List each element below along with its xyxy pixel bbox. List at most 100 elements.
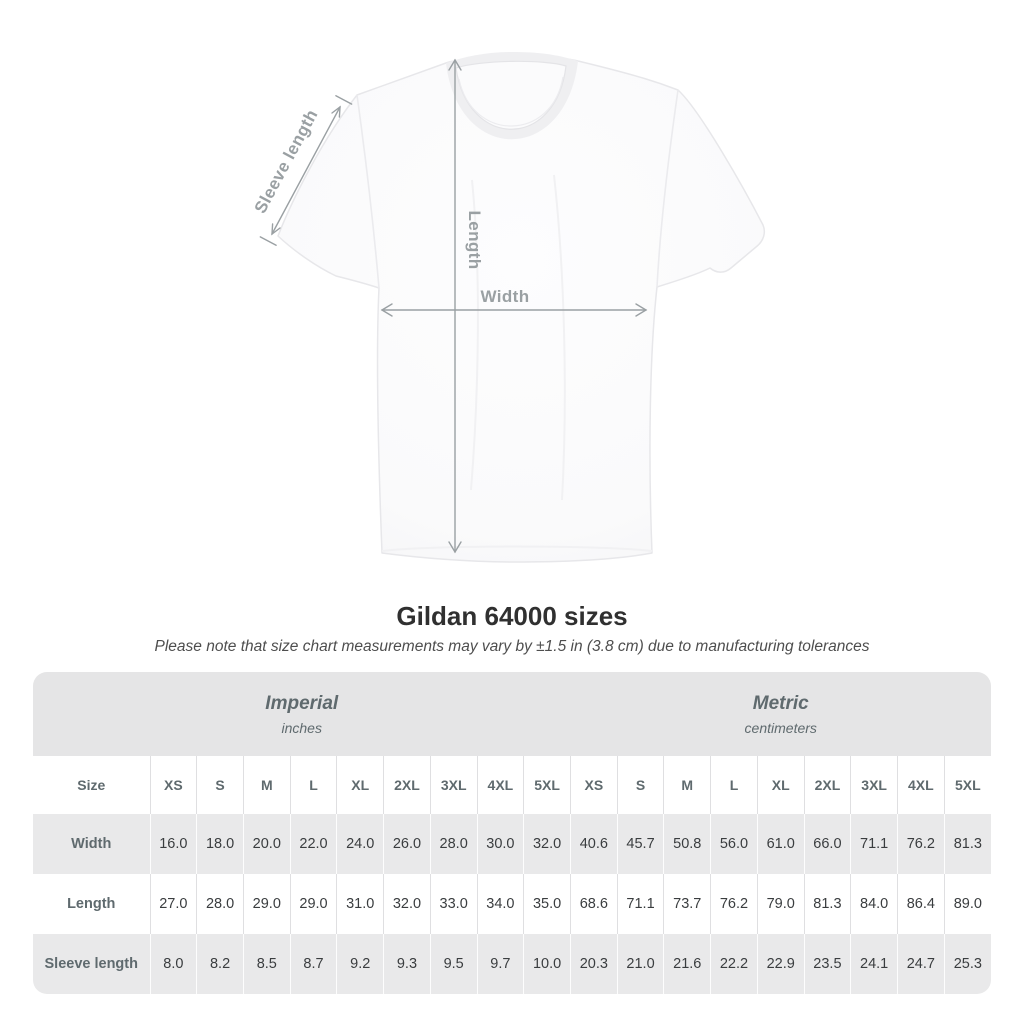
measurement-value: 32.0 xyxy=(383,874,431,934)
unit-group-metric: Metric centimeters xyxy=(570,672,991,756)
measurement-value: 68.6 xyxy=(569,874,618,934)
width-label: Width xyxy=(480,287,529,306)
size-col-imperial-2xl: 2XL xyxy=(383,756,431,814)
measurement-value: 8.7 xyxy=(289,934,337,994)
sleeve-length-arrow xyxy=(259,95,353,246)
size-col-imperial-xs: XS xyxy=(149,756,197,814)
measurement-value: 24.7 xyxy=(897,934,945,994)
measurement-value: 33.0 xyxy=(429,874,478,934)
measurement-value: 20.0 xyxy=(242,814,291,874)
measurement-value: 16.0 xyxy=(149,814,197,874)
measurement-value: 71.1 xyxy=(616,874,664,934)
measurement-value: 31.0 xyxy=(336,874,384,934)
measurement-value: 76.2 xyxy=(710,874,758,934)
measurement-value: 25.3 xyxy=(943,934,991,994)
dimension-arrows xyxy=(259,58,648,554)
size-col-metric-l: L xyxy=(710,756,758,814)
measurement-value: 81.3 xyxy=(943,814,991,874)
size-col-metric-s: S xyxy=(616,756,664,814)
size-chart-table: Imperial inches Metric centimeters Size … xyxy=(33,672,991,994)
measurement-value: 8.2 xyxy=(196,934,244,994)
measurement-value: 28.0 xyxy=(429,814,478,874)
measurement-value: 66.0 xyxy=(803,814,851,874)
measurement-value: 9.5 xyxy=(429,934,478,994)
measurement-row-length: Length 27.0 28.0 29.0 29.0 31.0 32.0 33.0 34.0 35… xyxy=(33,874,991,934)
size-col-metric-4xl: 4XL xyxy=(897,756,945,814)
measurement-value: 81.3 xyxy=(803,874,851,934)
measurement-value: 20.3 xyxy=(569,934,618,994)
measurement-row-width: Width 16.0 18.0 20.0 22.0 24.0 26.0 28.0 30.0 32.… xyxy=(33,814,991,874)
measurement-value: 32.0 xyxy=(523,814,571,874)
unit-group-imperial: Imperial inches xyxy=(33,672,571,756)
measurement-value: 29.0 xyxy=(242,874,291,934)
measurement-value: 29.0 xyxy=(289,874,337,934)
measurement-value: 76.2 xyxy=(897,814,945,874)
imperial-heading: Imperial xyxy=(265,692,339,714)
measurement-value: 45.7 xyxy=(616,814,664,874)
measurement-value: 40.6 xyxy=(569,814,618,874)
tshirt-measurement-diagram: Sleeve length Length Width xyxy=(251,52,766,563)
tshirt-image xyxy=(277,52,766,563)
measurement-value: 18.0 xyxy=(196,814,244,874)
unit-group-row: Imperial inches Metric centimeters xyxy=(33,672,991,756)
measurement-value: 71.1 xyxy=(850,814,898,874)
size-corner-header: Size xyxy=(33,756,150,814)
size-col-imperial-m: M xyxy=(242,756,291,814)
measurement-value: 8.5 xyxy=(242,934,291,994)
size-chart: Imperial inches Metric centimeters Size … xyxy=(33,672,991,994)
measurement-value: 21.0 xyxy=(616,934,664,994)
size-col-metric-m: M xyxy=(663,756,711,814)
size-col-metric-xs: XS xyxy=(569,756,618,814)
measurement-value: 8.0 xyxy=(149,934,197,994)
tolerance-note: Please note that size chart measurements… xyxy=(154,638,870,655)
measurement-value: 22.0 xyxy=(289,814,337,874)
measurement-value: 35.0 xyxy=(523,874,571,934)
measurement-value: 50.8 xyxy=(663,814,711,874)
size-col-imperial-s: S xyxy=(196,756,244,814)
measurement-value: 79.0 xyxy=(756,874,805,934)
measurement-value: 9.7 xyxy=(476,934,524,994)
row-label: Length xyxy=(67,896,116,912)
metric-heading: Metric xyxy=(752,692,809,714)
size-col-imperial-3xl: 3XL xyxy=(429,756,478,814)
measurement-value: 56.0 xyxy=(710,814,758,874)
measurement-value: 24.0 xyxy=(336,814,384,874)
row-label: Sleeve length xyxy=(44,956,138,972)
measurement-value: 61.0 xyxy=(756,814,805,874)
measurement-value: 89.0 xyxy=(943,874,991,934)
size-header-row: Size XS S M L XL 2XL 3XL 4XL 5XL XS S M L XL 2XL 3XL 4XL… xyxy=(33,756,991,814)
measurement-value: 22.9 xyxy=(756,934,805,994)
size-col-imperial-4xl: 4XL xyxy=(476,756,524,814)
length-label: Length xyxy=(465,210,484,269)
size-col-metric-3xl: 3XL xyxy=(850,756,898,814)
measurement-value: 10.0 xyxy=(523,934,571,994)
measurement-value: 26.0 xyxy=(383,814,431,874)
size-col-metric-5xl: 5XL xyxy=(943,756,991,814)
measurement-value: 84.0 xyxy=(850,874,898,934)
measurement-value: 24.1 xyxy=(850,934,898,994)
size-col-imperial-5xl: 5XL xyxy=(523,756,571,814)
length-arrow xyxy=(448,58,462,554)
size-col-metric-2xl: 2XL xyxy=(803,756,851,814)
metric-unit: centimeters xyxy=(744,719,817,736)
measurement-rows: Width 16.0 18.0 20.0 22.0 24.0 26.0 28.0 30.0 32.… xyxy=(33,814,991,994)
width-arrow xyxy=(380,303,648,317)
measurement-value: 30.0 xyxy=(476,814,524,874)
measurement-value: 21.6 xyxy=(663,934,711,994)
measurement-value: 9.3 xyxy=(383,934,431,994)
measurement-value: 22.2 xyxy=(710,934,758,994)
measurement-value: 28.0 xyxy=(196,874,244,934)
size-col-imperial-l: L xyxy=(289,756,337,814)
measurement-value: 86.4 xyxy=(897,874,945,934)
measurement-value: 27.0 xyxy=(149,874,197,934)
size-col-metric-xl: XL xyxy=(756,756,805,814)
row-label: Width xyxy=(71,836,112,852)
measurement-row-sleeve-length: Sleeve length 8.0 8.2 8.5 8.7 9.2 9.3 9.5 9.7 10.… xyxy=(33,934,991,994)
measurement-value: 23.5 xyxy=(803,934,851,994)
measurement-value: 34.0 xyxy=(476,874,524,934)
measurement-value: 9.2 xyxy=(336,934,384,994)
size-col-imperial-xl: XL xyxy=(336,756,384,814)
imperial-unit: inches xyxy=(281,719,322,736)
measurement-value: 73.7 xyxy=(663,874,711,934)
